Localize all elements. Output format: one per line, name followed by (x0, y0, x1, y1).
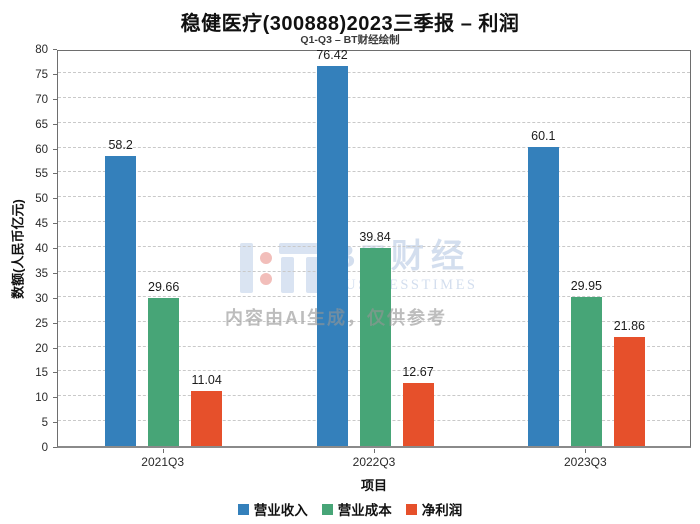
y-tick-mark (53, 198, 57, 200)
gridline (58, 146, 690, 148)
bt-logo-icon (240, 241, 321, 293)
y-tick-label: 40 (35, 243, 48, 255)
y-tick-mark (53, 173, 57, 175)
y-tick-mark (53, 297, 57, 299)
legend-swatch-icon (321, 503, 333, 515)
bar-净利润-2023Q3 (613, 337, 645, 446)
x-tick-label: 2021Q3 (141, 455, 185, 469)
y-tick-mark (53, 49, 57, 50)
y-tick-mark (53, 422, 57, 424)
y-tick-label: 30 (35, 292, 48, 305)
y-tick-label: 60 (35, 143, 48, 156)
bar-净利润-2022Q3 (402, 382, 434, 446)
legend-swatch-icon (405, 503, 417, 515)
x-axis-title: 项目 (360, 478, 387, 493)
bar-value-label: 11.04 (191, 373, 222, 388)
x-tick-label: 2022Q3 (352, 455, 396, 469)
y-tick-mark (53, 98, 57, 100)
bar-value-label: 12.67 (402, 364, 434, 379)
y-tick-mark (53, 447, 57, 448)
y-tick-label: 10 (35, 392, 48, 405)
logo-bar-icon (240, 243, 253, 293)
bar-营业收入-2023Q3 (527, 147, 559, 446)
bar-营业成本-2023Q3 (570, 297, 602, 446)
y-tick-mark (53, 372, 57, 374)
y-tick-label: 15 (35, 367, 48, 380)
legend-label: 营业收入 (253, 503, 308, 518)
y-tick-label: 25 (35, 317, 48, 330)
gridline (58, 196, 690, 198)
bar-营业收入-2021Q3 (105, 156, 137, 446)
legend-item-净利润: 净利润 (405, 499, 463, 519)
legend-label: 净利润 (421, 503, 463, 518)
bar-营业收入-2022Q3 (316, 65, 348, 446)
bar-营业成本-2022Q3 (359, 247, 391, 446)
x-tick-mark (162, 449, 164, 453)
legend: 营业收入 营业成本 净利润 (0, 499, 700, 519)
bar-value-label: 29.66 (148, 280, 180, 295)
y-axis-ticks: 0 5 10 15 20 25 30 35 40 45 50 55 60 65 70 75 80 (0, 44, 57, 454)
gridline (58, 121, 690, 123)
y-tick-label: 35 (35, 267, 48, 280)
gridline (58, 96, 690, 98)
y-tick-mark (53, 223, 57, 225)
x-tick-mark (374, 449, 375, 453)
bar-value-label: 60.1 (531, 129, 556, 144)
x-axis-ticks: 2021Q3 2022Q3 2023Q3 (57, 448, 691, 474)
gridline (58, 221, 690, 223)
bar-净利润-2021Q3 (191, 391, 223, 446)
y-tick-label: 70 (35, 93, 48, 106)
y-tick-label: 65 (35, 118, 48, 131)
y-tick-label: 45 (35, 218, 48, 231)
legend-swatch-icon (237, 503, 249, 515)
gridline (58, 71, 690, 73)
chart-subtitle: Q1-Q3 – BT财经绘制 (300, 34, 400, 46)
bar-营业成本-2021Q3 (148, 298, 180, 446)
legend-label: 营业成本 (337, 503, 392, 518)
y-tick-label: 75 (35, 68, 48, 81)
y-tick-mark (53, 123, 57, 125)
y-tick-mark (53, 73, 57, 75)
legend-item-营业成本: 营业成本 (321, 499, 392, 519)
y-tick-mark (53, 397, 57, 399)
logo-dots-icon (260, 243, 272, 293)
bar-value-label: 29.95 (570, 279, 602, 293)
bar-value-label: 21.86 (613, 319, 645, 334)
y-tick-label: 50 (35, 193, 48, 206)
y-tick-mark (53, 272, 57, 274)
y-tick-mark (53, 248, 57, 249)
watermark-ai-note: 内容由AI生成，仅供参考 (225, 308, 447, 328)
bar-value-label: 58.2 (108, 138, 133, 153)
gridline (58, 171, 690, 173)
chart-title: 稳健医疗(300888)2023三季报 – 利润 (180, 13, 520, 35)
bar-value-label: 39.84 (359, 229, 391, 244)
y-tick-mark (53, 347, 57, 349)
y-tick-label: 80 (35, 44, 48, 56)
y-tick-label: 0 (41, 442, 48, 454)
y-tick-label: 20 (35, 342, 48, 355)
logo-pi-icon (279, 243, 321, 293)
watermark-brand-subname: BUSINESSTIMES (333, 277, 478, 293)
gridline (58, 246, 690, 247)
y-tick-label: 5 (41, 417, 48, 430)
plot-area: BT财经 BUSINESSTIMES 内容由AI生成，仅供参考 58.2 29.6… (57, 47, 691, 448)
legend-item-营业收入: 营业收入 (237, 499, 308, 519)
y-tick-mark (53, 148, 57, 150)
y-tick-mark (53, 322, 57, 324)
y-tick-label: 55 (35, 168, 48, 181)
bar-value-label: 76.42 (316, 47, 348, 62)
x-tick-label: 2023Q3 (563, 455, 607, 469)
x-tick-mark (585, 449, 587, 453)
